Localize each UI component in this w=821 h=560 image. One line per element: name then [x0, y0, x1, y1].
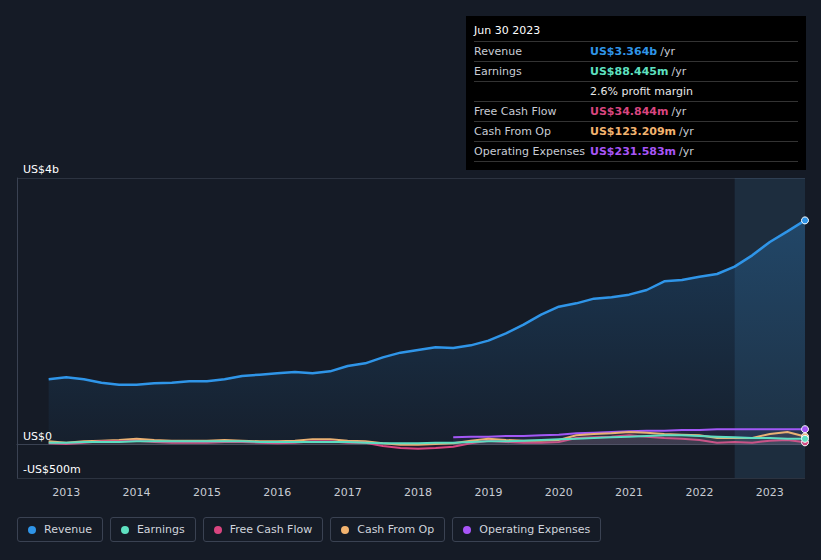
html-text:US$88.445m /yr: US$88.445m /yr [590, 65, 687, 78]
svg-text:2013: 2013 [52, 486, 80, 499]
html-text:US$123.209m /yr: US$123.209m /yr [590, 125, 694, 138]
html-text:Free Cash Flow: Free Cash Flow [474, 105, 557, 118]
svg-text:-US$500m: -US$500m [23, 463, 81, 476]
html-text:Cash From Op: Cash From Op [357, 523, 435, 536]
html-text:US$231.583m /yr: US$231.583m /yr [590, 145, 694, 158]
svg-text:2018: 2018 [404, 486, 432, 499]
svg-text:2020: 2020 [545, 486, 573, 499]
html-text:Revenue: Revenue [474, 45, 522, 58]
svg-text:2021: 2021 [615, 486, 643, 499]
svg-text:2016: 2016 [263, 486, 291, 499]
svg-text:2019: 2019 [474, 486, 502, 499]
svg-text:2022: 2022 [685, 486, 713, 499]
html-text:Operating Expenses: Operating Expenses [479, 523, 591, 536]
svg-text:2017: 2017 [334, 486, 362, 499]
html-text:US$3.364b /yr: US$3.364b /yr [590, 45, 675, 58]
html-text:Free Cash Flow: Free Cash Flow [229, 523, 313, 536]
html-text:Cash From Op: Cash From Op [474, 125, 551, 138]
svg-text:2015: 2015 [193, 486, 221, 499]
html-text:Earnings: Earnings [474, 65, 522, 78]
html-text:Revenue: Revenue [44, 523, 92, 536]
html-text:Earnings: Earnings [136, 523, 185, 536]
svg-text:2014: 2014 [123, 486, 151, 499]
svg-text:2023: 2023 [756, 486, 784, 499]
svg-text:US$4b: US$4b [23, 163, 59, 176]
html-text:Operating Expenses: Operating Expenses [474, 145, 585, 158]
svg-text:US$0: US$0 [23, 430, 52, 443]
html-text:2.6% profit margin: 2.6% profit margin [590, 85, 693, 98]
html-text:US$34.844m /yr: US$34.844m /yr [590, 105, 687, 118]
html-text:Jun 30 2023: Jun 30 2023 [474, 24, 541, 37]
